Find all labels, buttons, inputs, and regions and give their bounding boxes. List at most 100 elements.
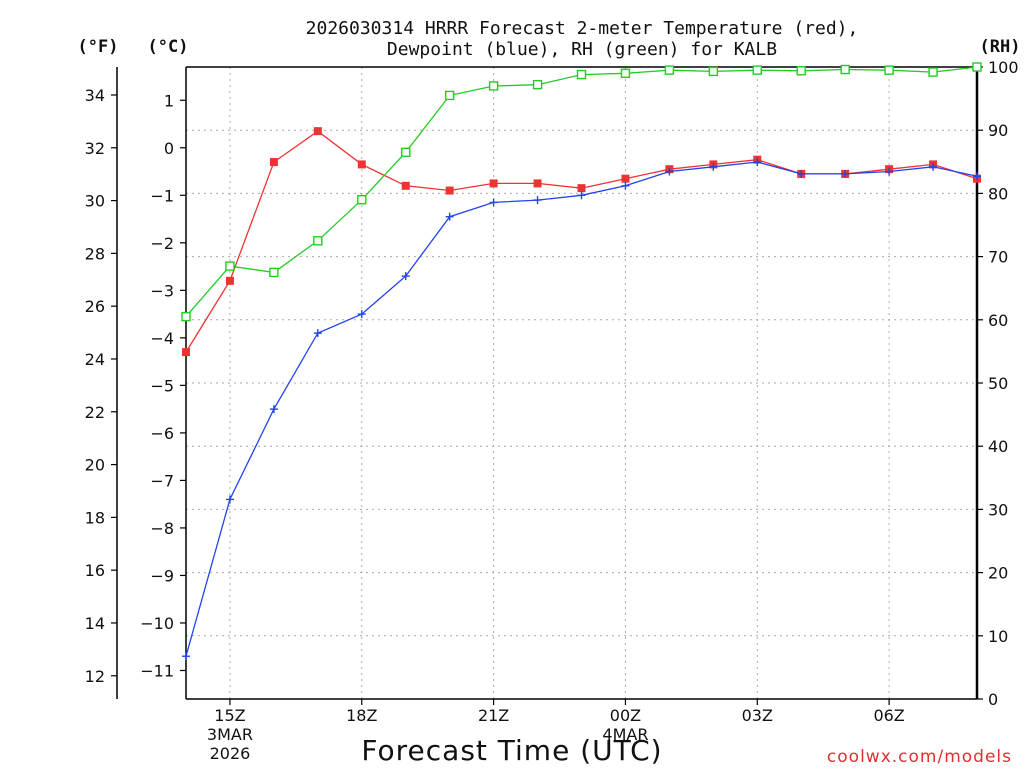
- rh-point: [532, 79, 543, 90]
- temperature-series-line: [185, 130, 978, 353]
- dewpoint-point: [753, 158, 762, 167]
- x-tick-year-label: 2026: [210, 744, 251, 763]
- rh-tick-label: 60: [988, 311, 1008, 330]
- x-tick-label: 06Z: [873, 706, 904, 725]
- dewpoint-series-line: [185, 161, 978, 657]
- rh-point: [401, 147, 411, 158]
- rh-point: [620, 68, 631, 79]
- fahrenheit-tick-label: 34: [85, 86, 105, 105]
- dewpoint-point: [533, 196, 542, 205]
- temperature-point: [577, 184, 586, 193]
- dewpoint-point: [401, 272, 410, 281]
- x-tick-label: 00Z: [610, 706, 641, 725]
- temperature-point: [445, 186, 454, 195]
- temperature-point: [489, 179, 498, 188]
- rh-tick-label: 100: [988, 58, 1019, 77]
- celsius-tick-label: −2: [150, 234, 174, 253]
- unit-fahrenheit-label: (°F): [78, 37, 119, 57]
- rh-point: [269, 267, 279, 278]
- temperature-point: [225, 276, 234, 285]
- rh-point: [664, 65, 675, 75]
- fahrenheit-tick-label: 16: [85, 561, 105, 580]
- tick-labels: 10−1−2−3−4−5−6−7−8−9−10−1134323028262422…: [85, 58, 1019, 763]
- dewpoint-point: [357, 310, 366, 319]
- rh-tick-label: 0: [988, 690, 998, 709]
- celsius-tick-label: −9: [150, 566, 174, 585]
- fahrenheit-tick-label: 24: [85, 350, 105, 369]
- rh-tick-label: 90: [988, 121, 1008, 140]
- fahrenheit-tick-label: 28: [85, 244, 105, 263]
- celsius-tick-label: −6: [150, 424, 174, 443]
- rh-tick-label: 50: [988, 374, 1008, 393]
- x-tick-label: 15Z: [214, 706, 245, 725]
- rh-point: [576, 69, 587, 80]
- fahrenheit-tick-label: 12: [85, 667, 105, 686]
- axes: [111, 66, 983, 705]
- dewpoint-point: [621, 181, 630, 190]
- dewpoint-point: [225, 495, 234, 504]
- celsius-tick-label: −4: [150, 329, 174, 348]
- rh-point: [972, 62, 982, 72]
- rh-tick-label: 80: [988, 184, 1008, 203]
- celsius-tick-label: −5: [150, 376, 174, 395]
- celsius-tick-label: −1: [150, 186, 174, 205]
- rh-point: [181, 311, 191, 322]
- fahrenheit-tick-label: 22: [85, 403, 105, 422]
- celsius-tick-label: −8: [150, 519, 174, 538]
- celsius-tick-label: 0: [164, 139, 174, 158]
- dewpoint-point: [841, 169, 850, 178]
- chart-title-line2: Dewpoint (blue), RH (green) for KALB: [387, 39, 777, 60]
- temperature-point: [182, 348, 190, 357]
- fahrenheit-tick-label: 18: [85, 508, 105, 527]
- dewpoint-point: [445, 212, 454, 221]
- dewpoint-point: [929, 162, 938, 171]
- fahrenheit-tick-label: 20: [85, 456, 105, 475]
- x-tick-label: 03Z: [742, 706, 773, 725]
- celsius-tick-label: −11: [140, 661, 174, 680]
- x-tick-label: 18Z: [346, 706, 377, 725]
- temperature-point: [313, 127, 322, 136]
- celsius-tick-label: −10: [140, 614, 174, 633]
- rh-tick-label: 40: [988, 437, 1008, 456]
- rh-point: [752, 65, 762, 75]
- dewpoint-point: [182, 652, 190, 661]
- dewpoint-point: [709, 162, 718, 171]
- fahrenheit-tick-label: 32: [85, 139, 105, 158]
- rh-point: [225, 261, 235, 271]
- rh-point: [840, 64, 850, 75]
- grid: [186, 67, 977, 699]
- rh-point: [708, 66, 719, 77]
- x-tick-label: 21Z: [478, 706, 509, 725]
- celsius-tick-label: −7: [150, 471, 174, 490]
- rh-tick-label: 30: [988, 500, 1008, 519]
- temperature-point: [401, 181, 410, 190]
- x-tick-date-label: 3MAR: [207, 725, 253, 744]
- chart-title-line1: 2026030314 HRRR Forecast 2-meter Tempera…: [306, 18, 859, 39]
- unit-celsius-label: (°C): [148, 37, 189, 57]
- rh-point: [357, 195, 367, 205]
- dewpoint-point: [269, 405, 278, 414]
- rh-point: [928, 67, 938, 77]
- fahrenheit-tick-label: 26: [85, 297, 105, 316]
- celsius-tick-label: −3: [150, 281, 174, 300]
- x-axis-label: Forecast Time (UTC): [361, 734, 662, 767]
- dewpoint-point: [577, 191, 586, 200]
- rh-point: [796, 66, 806, 76]
- unit-rh-label: (RH): [980, 37, 1021, 57]
- dewpoint-point: [797, 169, 806, 178]
- rh-tick-label: 20: [988, 564, 1008, 583]
- fahrenheit-tick-label: 14: [85, 614, 105, 633]
- dewpoint-point: [489, 198, 498, 207]
- fahrenheit-tick-label: 30: [85, 192, 105, 211]
- dewpoint-point: [313, 329, 322, 338]
- rh-tick-label: 10: [988, 627, 1008, 646]
- credit-text: coolwx.com/models: [827, 747, 1012, 767]
- temperature-point: [533, 179, 542, 188]
- rh-point: [313, 236, 323, 246]
- celsius-tick-label: 1: [164, 91, 174, 110]
- dewpoint-point: [665, 167, 674, 176]
- rh-point: [488, 81, 499, 91]
- temperature-point: [357, 160, 366, 169]
- temperature-point: [269, 158, 278, 167]
